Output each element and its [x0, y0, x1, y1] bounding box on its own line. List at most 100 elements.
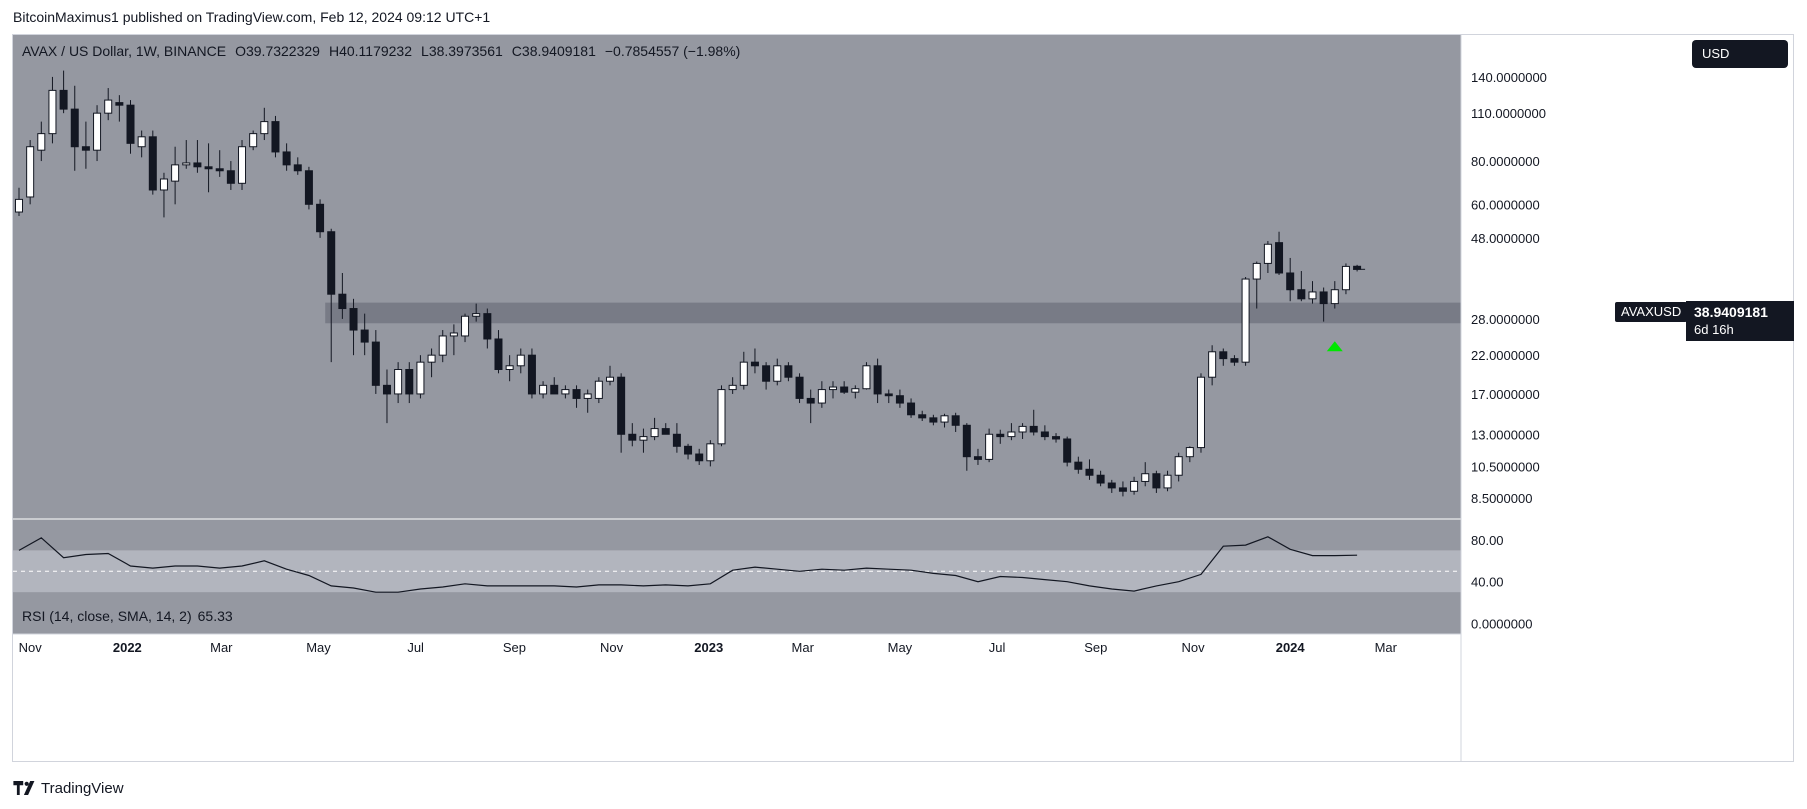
price-tick-label: 8.5000000 — [1471, 491, 1532, 506]
candle — [527, 348, 536, 399]
candle — [81, 121, 90, 169]
candle-body — [550, 384, 559, 395]
low-label: L — [421, 43, 429, 59]
candle-body — [583, 393, 592, 399]
candle — [126, 100, 135, 154]
candle — [1029, 409, 1038, 436]
candle-body — [851, 388, 860, 393]
candle — [405, 362, 414, 404]
currency-button[interactable]: USD — [1692, 40, 1788, 68]
time-tick-label: Nov — [600, 640, 624, 655]
price-tick-label: 10.5000000 — [1471, 459, 1540, 474]
candle-body — [93, 112, 102, 151]
candle — [327, 228, 336, 363]
candle-body — [661, 428, 670, 435]
candle — [159, 172, 168, 218]
low-value: 38.3973561 — [428, 43, 503, 59]
chart-canvas[interactable]: 140.0000000 110.0000000 80.0000000 60.00000… — [13, 35, 1793, 761]
candle — [895, 389, 904, 408]
candle — [1196, 373, 1205, 453]
candle-body — [438, 335, 447, 356]
candle-body — [862, 365, 871, 390]
candle-body — [204, 166, 213, 170]
price-pane-bg — [13, 35, 1461, 519]
candle — [873, 358, 882, 404]
candle — [996, 429, 1005, 444]
candle-body — [405, 369, 414, 395]
ohlc-legend: AVAX / US Dollar, 1W, BINANCE O39.7322329… — [22, 43, 740, 59]
candle — [561, 385, 570, 399]
candle — [539, 381, 548, 399]
candle — [282, 143, 291, 171]
change-value: −0.7854557 (−1.98%) — [604, 43, 741, 59]
candle — [148, 130, 157, 195]
candle — [1130, 476, 1139, 495]
candle — [717, 385, 726, 447]
candle — [204, 143, 213, 193]
time-tick-label: Sep — [1084, 640, 1107, 655]
candle — [550, 377, 559, 395]
candle-body — [1241, 278, 1250, 363]
candle — [829, 381, 838, 399]
candle-body — [1085, 468, 1094, 476]
candle-body — [461, 315, 470, 337]
candle-body — [684, 445, 693, 455]
tradingview-logo[interactable]: TradingView — [13, 778, 124, 798]
time-tick-label: Mar — [210, 640, 233, 655]
candle — [1096, 470, 1105, 487]
candle-body — [238, 146, 247, 184]
candle — [784, 362, 793, 382]
candle-body — [1341, 265, 1350, 291]
high-label: H — [328, 43, 340, 59]
symbol-title[interactable]: AVAX / US Dollar, 1W, BINANCE — [22, 43, 227, 59]
candle-body — [427, 354, 436, 363]
candle — [1252, 261, 1261, 309]
candle-body — [929, 417, 938, 423]
candle-body — [1230, 358, 1239, 363]
tradingview-brand: TradingView — [41, 779, 124, 797]
candle-body — [1275, 242, 1284, 274]
candle-body — [527, 354, 536, 395]
candle — [1018, 423, 1027, 439]
time-tick-label: 2023 — [694, 640, 723, 655]
candle-body — [873, 365, 882, 395]
candle-body — [327, 231, 336, 295]
candle-body — [126, 104, 135, 144]
candle-body — [650, 428, 659, 438]
candle-body — [672, 433, 681, 447]
candle-body — [37, 133, 46, 151]
candle — [249, 130, 258, 151]
candle — [1163, 470, 1172, 492]
candle — [817, 381, 826, 408]
candle-body — [695, 453, 704, 462]
candle — [505, 355, 514, 382]
candle-body — [1118, 487, 1127, 492]
candle-body — [539, 384, 548, 395]
candle-body — [817, 389, 826, 404]
candle — [1219, 348, 1228, 366]
candle — [1275, 231, 1284, 275]
candle-body — [382, 384, 391, 395]
candle — [104, 88, 113, 121]
candle — [48, 76, 57, 144]
candle-body — [795, 376, 804, 399]
rsi-value: 65.33 — [197, 608, 233, 624]
candle — [762, 362, 771, 390]
candle-body — [1018, 425, 1027, 433]
last-price-tag: 38.9409181 6d 16h — [1686, 301, 1794, 341]
candle — [1286, 257, 1295, 302]
candle-body — [739, 361, 748, 386]
candle — [1308, 281, 1317, 304]
candle-body — [1185, 447, 1194, 458]
rsi-label[interactable]: RSI (14, close, SMA, 14, 2) — [22, 608, 192, 624]
candle — [1107, 479, 1116, 493]
candle-body — [215, 168, 224, 172]
candle-body — [371, 341, 380, 386]
bar-countdown: 6d 16h — [1694, 322, 1734, 337]
candle — [851, 385, 860, 399]
time-tick-label: Nov — [19, 640, 43, 655]
buy-arrow-icon — [1326, 341, 1343, 352]
open-value: 39.7322329 — [245, 43, 320, 59]
open-label: O — [235, 43, 246, 59]
price-tick-label: 80.0000000 — [1471, 154, 1540, 169]
